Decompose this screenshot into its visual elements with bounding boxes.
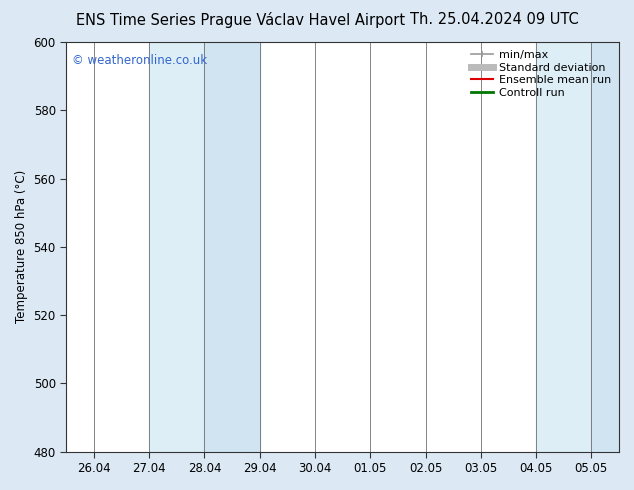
Text: ENS Time Series Prague Václav Havel Airport: ENS Time Series Prague Václav Havel Airp… — [76, 12, 406, 28]
Text: © weatheronline.co.uk: © weatheronline.co.uk — [72, 54, 207, 67]
Bar — [592, 42, 634, 452]
Bar — [536, 42, 592, 452]
Y-axis label: Temperature 850 hPa (°C): Temperature 850 hPa (°C) — [15, 170, 28, 323]
Text: Th. 25.04.2024 09 UTC: Th. 25.04.2024 09 UTC — [410, 12, 579, 27]
Bar — [204, 42, 260, 452]
Bar — [149, 42, 204, 452]
Legend: min/max, Standard deviation, Ensemble mean run, Controll run: min/max, Standard deviation, Ensemble me… — [467, 46, 616, 102]
